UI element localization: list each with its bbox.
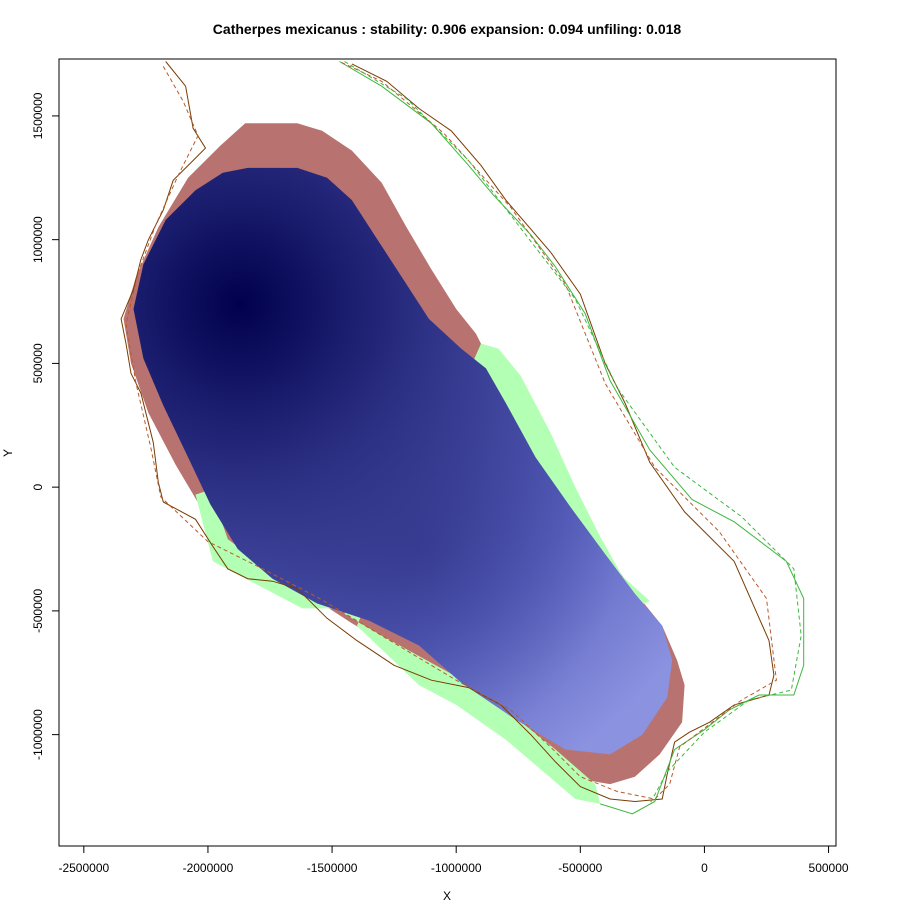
y-tick-label: 0 xyxy=(31,483,45,490)
y-axis: -1000000 -500000 0 500000 1000000 1500000 xyxy=(31,92,60,760)
x-tick-label: -1000000 xyxy=(431,861,482,875)
native-range-line xyxy=(120,61,775,803)
x-tick-label: -2500000 xyxy=(58,861,109,875)
x-tick-label: 500000 xyxy=(809,861,849,875)
x-tick-label: 0 xyxy=(701,861,708,875)
y-tick-label: 500000 xyxy=(31,343,45,383)
x-axis: -2500000 -2000000 -1500000 -1000000 -500000 0… xyxy=(58,845,849,875)
y-axis-title: Y xyxy=(1,449,15,457)
x-axis-title: X xyxy=(443,889,451,903)
x-tick-label: -1500000 xyxy=(307,861,358,875)
x-tick-label: -2000000 xyxy=(183,861,234,875)
y-tick-label: -500000 xyxy=(31,589,45,633)
stability-region-core xyxy=(133,167,673,755)
y-tick-label: 1500000 xyxy=(31,92,45,139)
native-range-smoothed-line xyxy=(125,61,777,800)
y-tick-label: -1000000 xyxy=(31,709,45,760)
y-tick-label: 1000000 xyxy=(31,216,45,263)
invaded-range-smoothed-line xyxy=(344,61,802,805)
x-tick-label: -500000 xyxy=(558,861,602,875)
chart-title: Catherpes mexicanus : stability: 0.906 e… xyxy=(212,21,682,37)
